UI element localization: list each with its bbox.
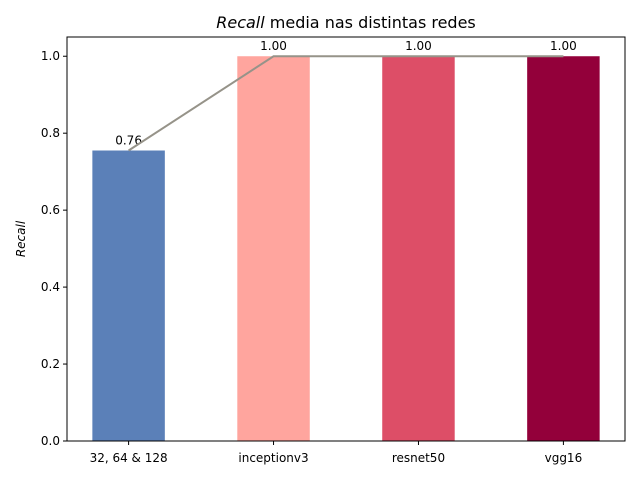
- value-labels-group: 0.76 1.00 1.00 1.00: [115, 39, 577, 147]
- y-tick-label-5: 1.0: [41, 49, 60, 63]
- x-axis: 32, 64 & 128 inceptionv3 resnet50 vgg16: [90, 441, 583, 465]
- bar-0: [92, 150, 165, 441]
- y-tick-label-4: 0.8: [41, 126, 60, 140]
- plot-frame: [66, 36, 626, 442]
- x-tick-label-2: resnet50: [392, 451, 445, 465]
- trend-line: [128, 55, 564, 152]
- line-overlay-group: [128, 55, 564, 152]
- x-tick-label-3: vgg16: [545, 451, 583, 465]
- y-tick-label-1: 0.2: [41, 357, 60, 371]
- y-tick-label-3: 0.6: [41, 203, 60, 217]
- y-tick-label-2: 0.4: [41, 280, 60, 294]
- value-label-3: 1.00: [550, 39, 577, 53]
- value-label-1: 1.00: [260, 39, 287, 53]
- bar-1: [237, 56, 310, 441]
- chart-title-rest: media nas distintas redes: [265, 13, 476, 32]
- chart-title: Recall media nas distintas redes: [216, 13, 476, 32]
- bar-2: [382, 56, 455, 441]
- x-tick-label-0: 32, 64 & 128: [90, 451, 168, 465]
- y-tick-label-0: 0.0: [41, 434, 60, 448]
- bars-group: [92, 56, 600, 441]
- x-tick-label-1: inceptionv3: [238, 451, 308, 465]
- value-label-2: 1.00: [405, 39, 432, 53]
- y-axis: 0.0 0.2 0.4 0.6 0.8 1.0: [41, 49, 67, 448]
- chart-title-italic: Recall: [216, 13, 265, 32]
- bar-3: [527, 56, 600, 441]
- value-label-0: 0.76: [115, 134, 142, 148]
- y-axis-label: Recall: [14, 220, 28, 257]
